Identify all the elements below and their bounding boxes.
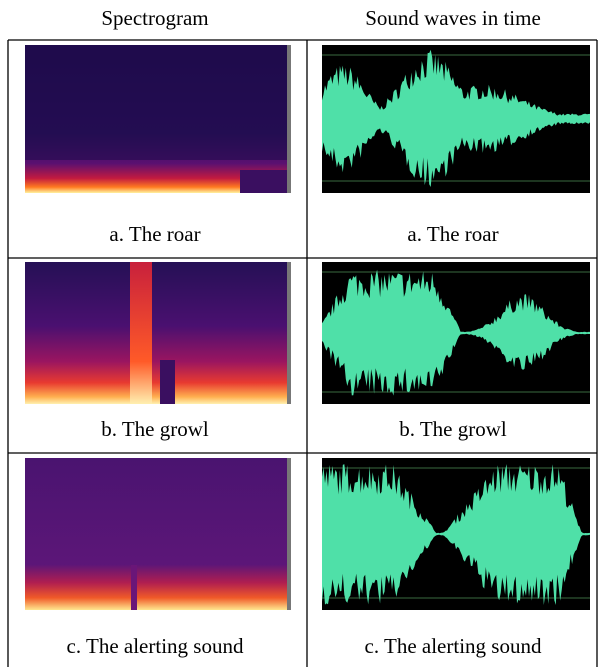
spectrogram [25,262,291,404]
column-header: Sound waves in time [365,6,541,30]
caption: c. The alerting sound [365,634,542,658]
caption: a. The roar [109,222,200,246]
column-header: Spectrogram [101,6,208,30]
caption: b. The growl [399,417,507,441]
spectrogram [25,45,291,193]
caption: c. The alerting sound [67,634,244,658]
spectrogram [25,458,291,610]
waveforms [322,45,590,610]
caption: a. The roar [407,222,498,246]
figure: Spectrogram Sound waves in time a. The r… [0,0,605,667]
caption: b. The growl [101,417,209,441]
